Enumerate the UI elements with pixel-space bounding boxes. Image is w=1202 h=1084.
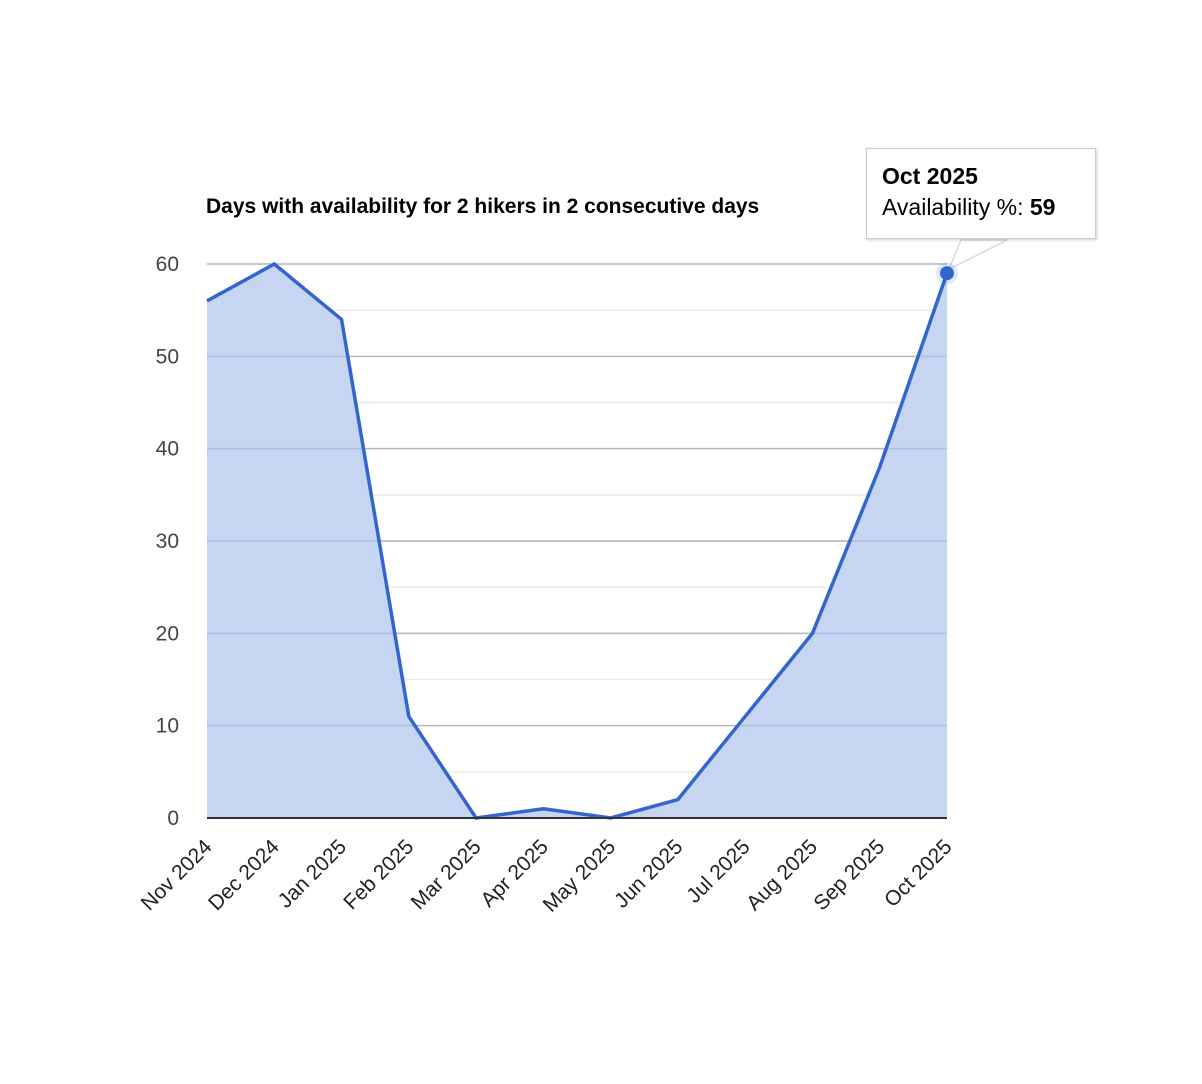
tooltip-value: 59 <box>1029 194 1056 220</box>
chart-title: Days with availability for 2 hikers in 2… <box>206 195 760 218</box>
data-tooltip: Oct 2025 Availability %: 59 <box>866 148 1096 239</box>
series-line <box>206 261 949 820</box>
x-tick-label: Feb 2025 <box>339 835 418 914</box>
x-tick-label: Oct 2025 <box>880 835 957 912</box>
x-tick-label: May 2025 <box>539 835 620 916</box>
tooltip-label: Availability %: <box>882 194 1030 220</box>
tooltip-title: Oct 2025 <box>882 163 978 189</box>
area-fill <box>207 264 947 818</box>
y-tick-label: 60 <box>156 253 179 276</box>
x-tick-label: Mar 2025 <box>407 835 486 914</box>
x-tick-label: Sep 2025 <box>809 835 889 915</box>
x-tick-label: Nov 2024 <box>137 835 217 915</box>
x-tick-label: Aug 2025 <box>742 835 822 915</box>
y-tick-label: 20 <box>156 622 179 645</box>
y-tick-label: 30 <box>156 530 179 553</box>
tooltip-row: Availability %: 59 <box>882 191 1080 223</box>
y-tick-label: 40 <box>156 438 179 461</box>
y-tick-label: 0 <box>167 807 179 830</box>
y-tick-label: 10 <box>156 715 179 738</box>
data-point-oct-2025[interactable] <box>940 266 954 281</box>
x-tick-label: Dec 2024 <box>204 835 284 915</box>
x-tick-label: Jun 2025 <box>610 835 687 912</box>
tooltip-pointer <box>948 239 1008 271</box>
x-tick-label: Jan 2025 <box>274 835 351 912</box>
y-tick-label: 50 <box>156 345 179 368</box>
